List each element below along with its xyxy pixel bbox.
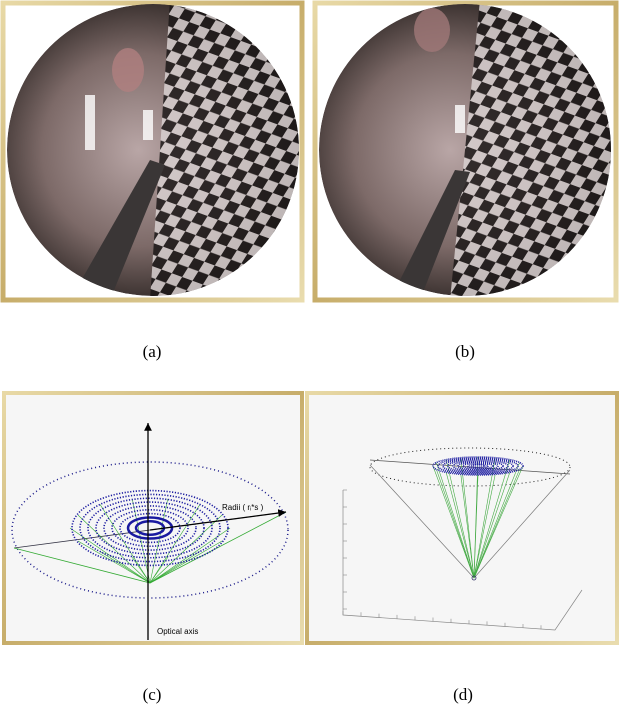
panel-frame (307, 393, 617, 643)
panel-caption: (c) (143, 685, 162, 704)
annotation: Radii ( rᵢ*s ) (222, 503, 264, 512)
figure: (a) (b) Radii ( rᵢ*s ) Optical axis (c) … (0, 0, 621, 716)
page: (a) (b) Radii ( rᵢ*s ) Optical axis (c) … (0, 0, 621, 716)
panel-caption: (d) (453, 685, 473, 704)
blurred-face (112, 48, 144, 92)
annotation: Optical axis (157, 627, 198, 636)
window-light (85, 95, 95, 150)
blurred-face (414, 8, 450, 52)
window-light (143, 110, 153, 140)
panel-caption: (a) (143, 342, 162, 361)
window-light (455, 105, 465, 133)
panel-caption: (b) (455, 342, 475, 361)
